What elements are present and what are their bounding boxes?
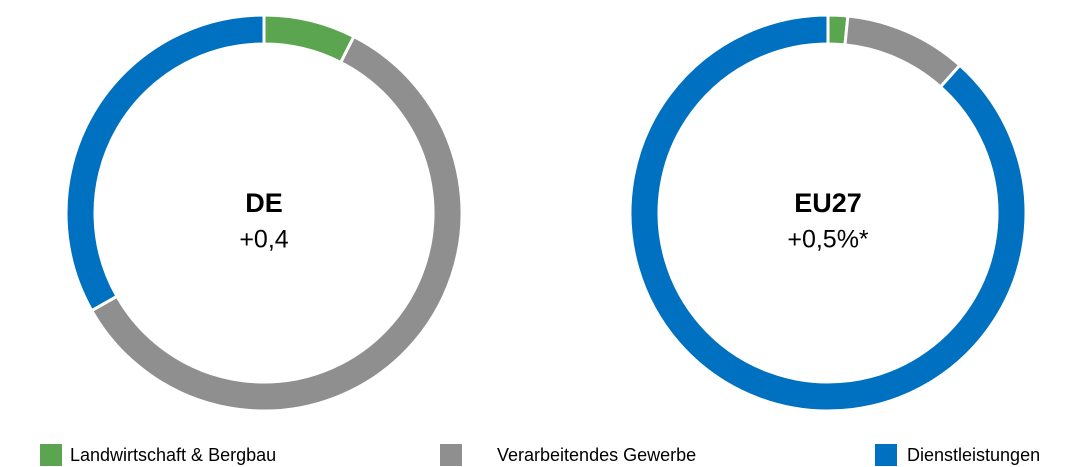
legend-label: Verarbeitendes Gewerbe: [497, 445, 696, 465]
legend-swatch: [440, 444, 462, 466]
center-value: +0,4: [239, 226, 288, 254]
donut-segment: [628, 13, 1028, 413]
donut-segment: [843, 14, 962, 90]
center-title: DE: [245, 188, 283, 218]
donut-segment: [89, 34, 464, 413]
legend-swatch: [875, 444, 897, 466]
legend-swatch: [40, 444, 62, 466]
donut-segment: [262, 13, 356, 65]
legend-label: Landwirtschaft & Bergbau: [70, 445, 276, 465]
legend-label: Dienstleistungen: [907, 445, 1040, 465]
donut-segment: [64, 13, 266, 313]
center-value: +0,5%*: [787, 226, 869, 254]
center-title: EU27: [794, 188, 862, 218]
